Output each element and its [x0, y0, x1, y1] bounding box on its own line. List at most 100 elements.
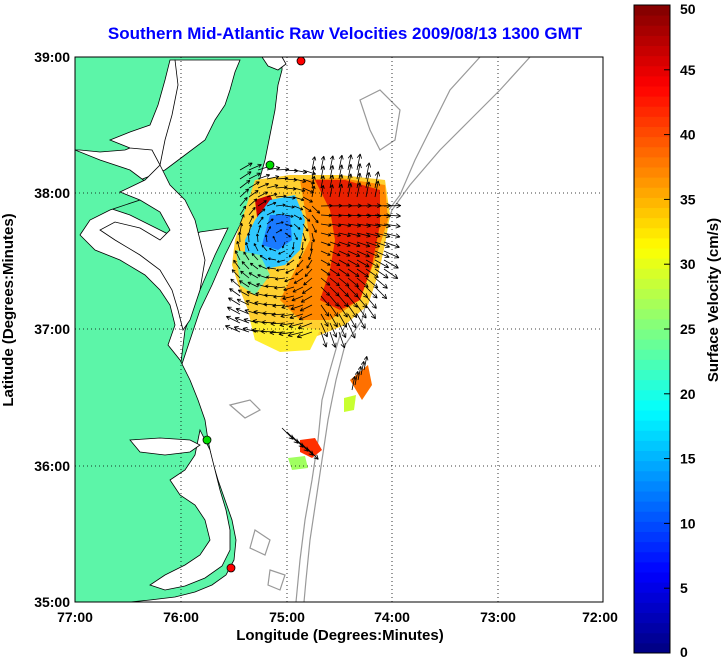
velocity-arrow [338, 304, 348, 318]
colorbar-band [634, 379, 670, 391]
velocity-arrow [257, 182, 270, 189]
velocity-arrow [329, 286, 340, 297]
colorbar-band [634, 582, 670, 593]
velocity-arrow [374, 250, 390, 259]
y-tick-label: 38:00 [34, 185, 70, 201]
velocity-arrow [233, 259, 241, 270]
colorbar-band [634, 632, 670, 644]
velocity-arrow [297, 322, 313, 330]
velocity-arrow [329, 250, 341, 257]
velocity-arrow [248, 215, 254, 225]
velocity-arrow [234, 250, 241, 261]
velocity-arrow [288, 250, 295, 258]
velocity-arrow [365, 162, 372, 180]
velocity-arrow [347, 259, 360, 267]
velocity-field-patches [288, 365, 372, 470]
plot-frame [74, 56, 604, 603]
y-tick-label: 35:00 [34, 594, 70, 610]
velocity-arrow [338, 250, 351, 257]
velocity-arrow [238, 280, 250, 288]
velocity-arrow [266, 184, 279, 189]
velocity-arrow [240, 270, 250, 279]
station-marker-red-north [296, 57, 306, 66]
velocity-arrow [329, 331, 337, 348]
colorbar-band [634, 410, 670, 421]
colorbar-tick-label: 25 [680, 321, 696, 337]
colorbar-band [634, 35, 670, 46]
velocity-arrow [302, 196, 313, 203]
velocity-arrow [320, 155, 326, 171]
colorbar-band [634, 106, 670, 117]
velocity-arrow [236, 240, 241, 252]
velocity-arrow [243, 251, 250, 261]
velocity-arrow [347, 268, 360, 278]
velocity-arrow [300, 295, 313, 303]
velocity-arrow [347, 250, 361, 257]
colorbar-band [634, 551, 670, 563]
velocity-arrow [284, 232, 291, 238]
velocity-arrow [296, 259, 304, 268]
chart-title: Southern Mid-Atlantic Raw Velocities 200… [107, 24, 583, 43]
colorbar-band [634, 572, 670, 583]
velocity-arrow [311, 156, 317, 171]
velocity-arrow [257, 273, 268, 279]
colorbar-band [634, 430, 670, 441]
station-marker-green-south [202, 435, 212, 445]
velocity-arrow [248, 172, 261, 180]
velocity-arrow [356, 182, 362, 198]
velocity-arrow [338, 241, 351, 247]
velocity-arrow [253, 243, 259, 252]
velocity-arrow [292, 286, 304, 293]
velocity-arrow [247, 281, 259, 288]
colorbar-band [634, 45, 670, 57]
colorbar-band [634, 501, 670, 512]
velocity-arrow [284, 223, 293, 228]
velocity-arrow [356, 304, 367, 319]
velocity-arrow [311, 205, 321, 214]
velocity-arrow [374, 232, 391, 239]
velocity-arrow [235, 307, 250, 315]
velocity-arrow [239, 179, 251, 189]
colorbar-tick-label: 5 [680, 580, 688, 596]
velocity-arrow [229, 288, 241, 297]
velocity-arrow [246, 290, 259, 297]
velocity-arrow [273, 294, 286, 299]
colorbar-band [634, 298, 670, 310]
colorbar-band [634, 55, 670, 67]
velocity-arrow [329, 184, 334, 198]
velocity-arrow [365, 232, 381, 238]
velocity-arrow [266, 193, 278, 198]
velocity-arrow [356, 259, 370, 268]
velocity-arrow [300, 241, 304, 251]
colorbar-band [634, 592, 670, 603]
colorbar-band [634, 15, 670, 26]
velocity-arrow [239, 197, 248, 207]
velocity-arrow [266, 266, 277, 270]
colorbar-band [634, 318, 670, 330]
colorbar-band [634, 359, 670, 370]
velocity-arrow [261, 320, 277, 325]
velocity-arrow [311, 166, 316, 180]
colorbar-band [634, 612, 670, 624]
colorbar-band [634, 622, 670, 634]
velocity-arrow [280, 313, 295, 319]
velocity-arrow [383, 203, 402, 209]
velocity-arrow [288, 322, 304, 329]
velocity-arrow [275, 194, 287, 199]
velocity-arrow [338, 277, 350, 287]
velocity-arrow [329, 165, 335, 180]
delaware-bay [261, 57, 287, 71]
y-tick-label: 36:00 [34, 458, 70, 474]
velocity-arrow [251, 252, 259, 261]
velocity-arrow [241, 261, 250, 270]
colorbar-band [634, 25, 670, 36]
velocity-arrow [257, 191, 268, 198]
colorbar-tick-label: 30 [680, 256, 696, 272]
velocity-arrow [271, 312, 286, 317]
velocity-arrow [329, 295, 340, 307]
velocity-arrow [338, 322, 347, 339]
velocity-arrow [383, 232, 401, 239]
chesapeake-bay [99, 59, 206, 331]
velocity-arrow [383, 268, 399, 279]
velocity-arrow [320, 295, 330, 307]
